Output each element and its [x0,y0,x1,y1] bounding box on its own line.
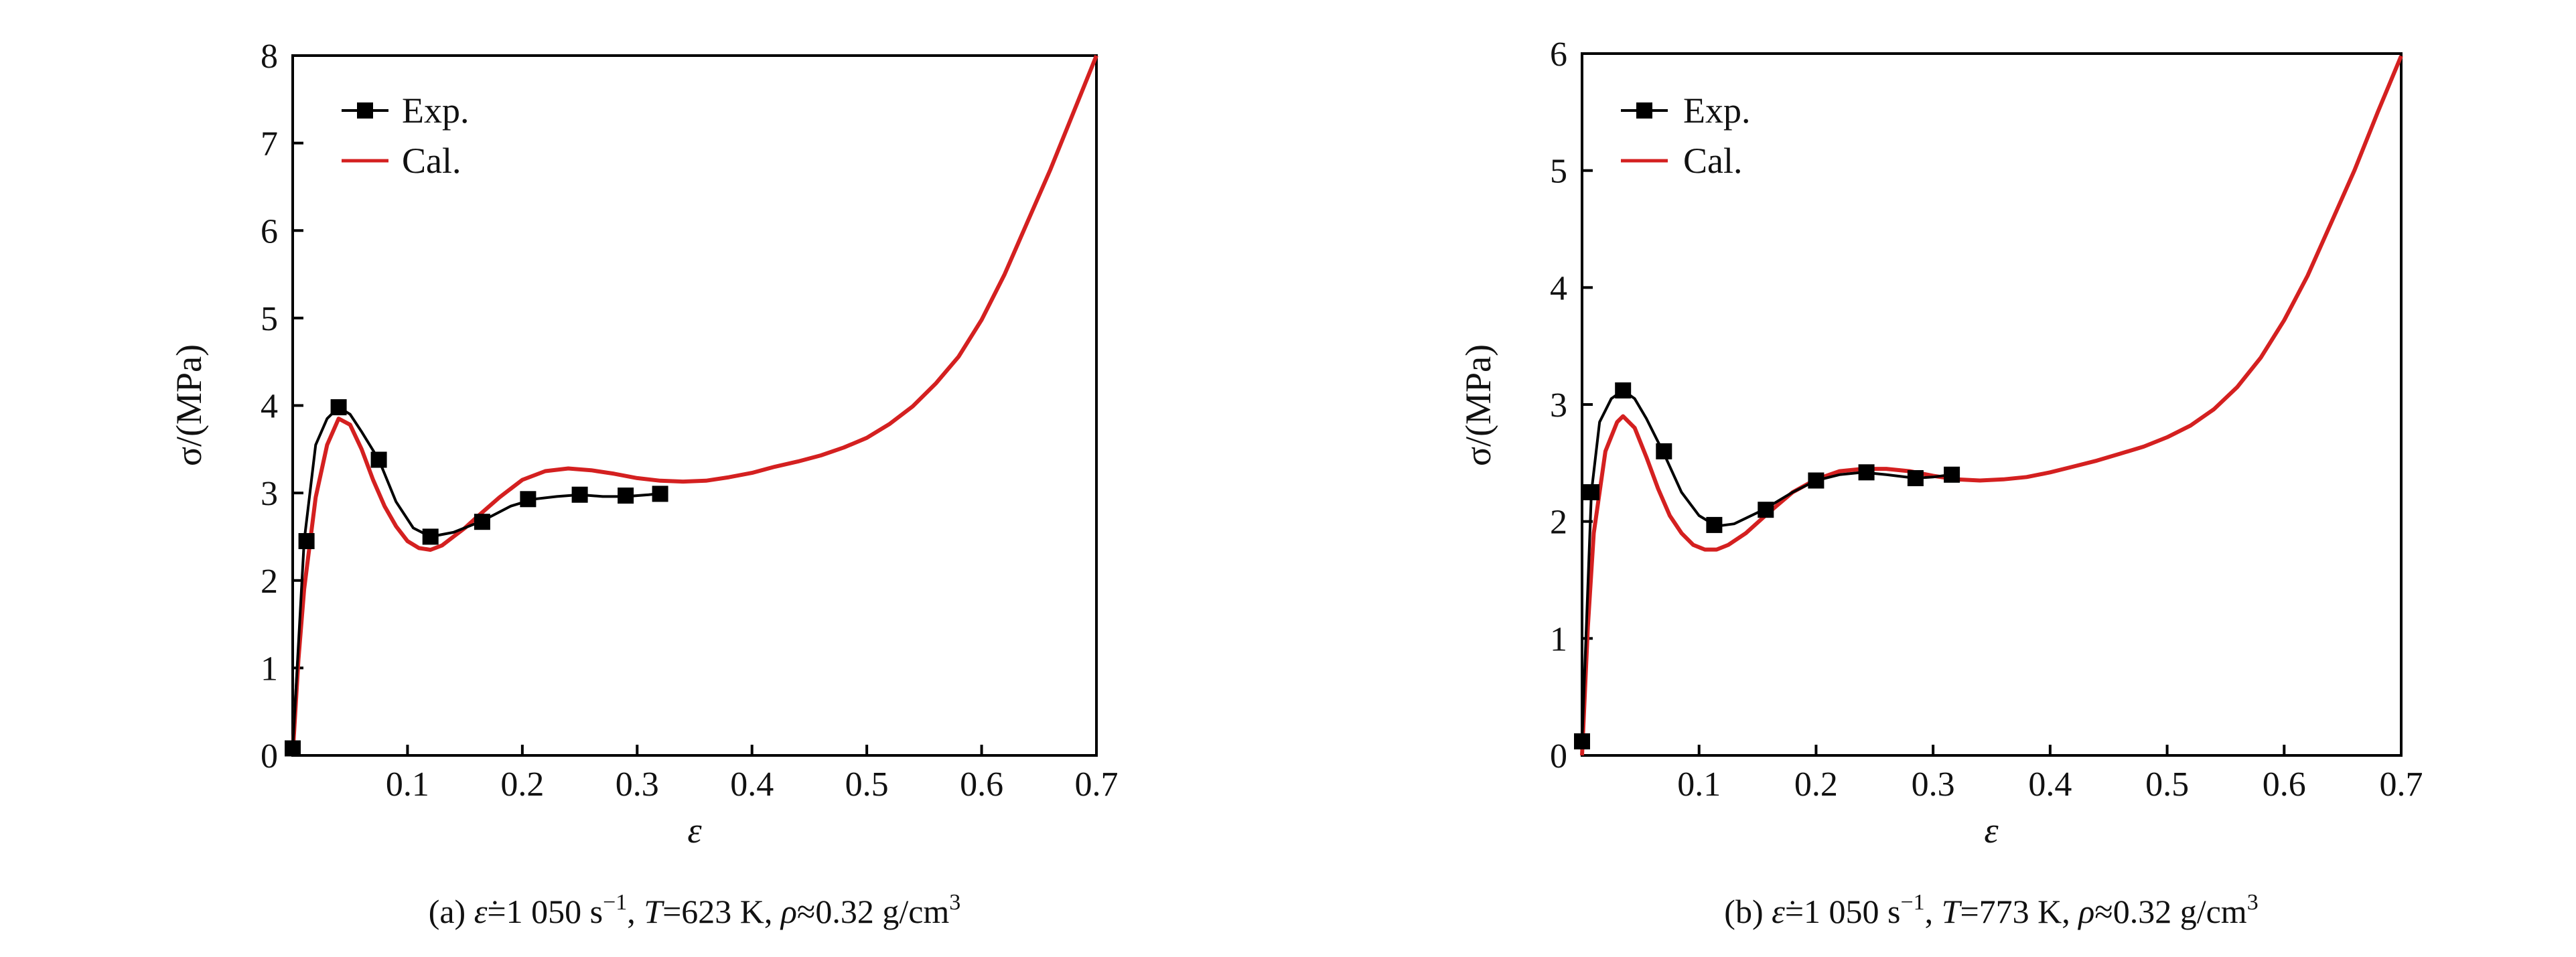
caption-a-dens-exp: 3 [949,890,960,915]
caption-b-sep: , [1925,893,1942,930]
caption-a-rate-exp: −1 [603,890,627,915]
axis-ticks-a: 0.1 0.2 0.3 0.4 0.5 0.6 0.7 0 1 2 3 4 5 6 7 8 [261,38,1119,804]
x-tick-label-a-5: 0.6 [960,765,1003,804]
exp-marker-b-9 [1944,466,1960,483]
x-tick-label-b-4: 0.5 [2145,765,2189,804]
x-tick-label-b-2: 0.3 [1912,765,1955,804]
exp-marker-a-6 [520,491,536,508]
caption-b-dens-value: ≈0.32 g/cm [2094,893,2247,930]
caption-b-rate-exp: −1 [1900,890,1924,915]
caption-b-dens-symbol: ρ [2077,893,2094,930]
legend-cal-label-a: Cal. [402,141,461,181]
series-exp-line-a [291,406,666,749]
y-tick-label-a-4: 4 [261,388,278,426]
y-axis-title-a: σ/(MPa) [169,344,209,466]
exp-marker-b-3 [1656,443,1672,459]
caption-a-sep: , [627,893,644,930]
chart-panel-b: 0.1 0.2 0.3 0.4 0.5 0.6 0.7 0 1 2 3 4 5 6 Exp. Cal. σ… [1458,35,2423,930]
legend-exp-label-b: Exp. [1683,90,1751,131]
legend-exp-label-a: Exp. [402,90,470,131]
y-tick-label-b-4: 4 [1550,269,1567,307]
exp-marker-a-5 [474,514,490,530]
caption-b-dens-exp: 3 [2247,890,2259,915]
x-tick-label-a-3: 0.4 [730,765,774,804]
exp-marker-b-2 [1615,382,1632,398]
y-tick-label-a-5: 5 [261,300,278,338]
x-tick-label-a-1: 0.2 [500,765,544,804]
legend-a: Exp. Cal. [342,90,470,181]
y-tick-label-a-2: 2 [261,563,278,601]
exp-marker-a-4 [422,528,439,545]
x-tick-label-a-6: 0.7 [1075,765,1119,804]
y-tick-label-a-6: 6 [261,212,278,250]
exp-marker-b-4 [1706,516,1723,533]
y-tick-label-b-6: 6 [1550,35,1567,74]
series-layer-a [285,54,1098,757]
series-exp-line-b [1581,389,1951,742]
y-axis-title-b: σ/(MPa) [1458,344,1498,466]
y-tick-label-a-1: 1 [261,650,278,688]
caption-b-rate-value: =1 050 s [1785,893,1901,930]
y-tick-label-b-5: 5 [1550,153,1567,191]
y-tick-label-b-1: 1 [1550,620,1567,658]
legend-exp-marker-a [357,102,373,119]
x-tick-label-b-3: 0.4 [2028,765,2072,804]
series-layer-b [1574,55,2403,756]
y-tick-label-b-0: 0 [1550,737,1567,776]
caption-a-prefix: (a) [429,893,474,930]
exp-marker-a-7 [571,486,588,503]
caption-b-temp-symbol: T [1942,893,1962,930]
axis-ticks-b: 0.1 0.2 0.3 0.4 0.5 0.6 0.7 0 1 2 3 4 5 6 [1550,35,2423,804]
x-tick-label-b-5: 0.6 [2263,765,2306,804]
legend-b: Exp. Cal. [1621,90,1751,181]
x-tick-label-a-4: 0.5 [845,765,889,804]
x-axis-title-a: ε [687,810,702,851]
exp-marker-b-0 [1574,733,1590,749]
x-tick-label-a-2: 0.3 [616,765,659,804]
exp-marker-a-0 [285,740,301,757]
exp-marker-a-2 [330,399,347,416]
exp-marker-b-5 [1758,502,1774,518]
y-tick-label-b-3: 3 [1550,386,1567,425]
legend-exp-marker-b [1636,102,1652,119]
caption-b: (b) ε̇=1 050 s−1, T=773 K, ρ≈0.32 g/cm3 [1724,890,2258,930]
exp-marker-b-7 [1858,464,1875,481]
series-cal-line-a [291,54,1098,756]
exp-marker-b-6 [1808,472,1824,489]
x-tick-label-a-0: 0.1 [386,765,429,804]
y-tick-label-a-8: 8 [261,38,278,76]
exp-marker-a-8 [618,488,634,504]
series-cal-line-b [1580,55,2403,756]
exp-marker-a-3 [370,451,387,468]
exp-marker-a-1 [298,533,315,549]
x-axis-title-b: ε [1984,810,1999,851]
x-tick-label-b-1: 0.2 [1794,765,1838,804]
caption-a-dens-symbol: ρ [780,893,797,930]
exp-marker-b-8 [1907,470,1924,486]
caption-b-temp-value: =773 K, [1960,893,2078,930]
caption-a-temp-symbol: T [644,893,664,930]
caption-a: (a) ε̇=1 050 s−1, T=623 K, ρ≈0.32 g/cm3 [429,890,961,930]
x-tick-label-b-6: 0.7 [2380,765,2423,804]
y-tick-label-a-3: 3 [261,475,278,513]
caption-a-dens-value: ≈0.32 g/cm [797,893,950,930]
exp-marker-b-1 [1583,484,1599,500]
y-tick-label-a-7: 7 [261,125,278,163]
chart-panel-a: 0.1 0.2 0.3 0.4 0.5 0.6 0.7 0 1 2 3 4 5 6 7 8 Exp. Cal.… [169,38,1119,930]
y-tick-label-a-0: 0 [261,737,278,776]
caption-a-temp-value: =623 K, [662,893,781,930]
y-tick-label-b-2: 2 [1550,504,1567,542]
exp-marker-a-9 [652,486,668,502]
caption-b-prefix: (b) [1724,893,1772,930]
caption-a-rate-value: =1 050 s [487,893,603,930]
x-tick-label-b-0: 0.1 [1677,765,1721,804]
legend-cal-label-b: Cal. [1683,141,1743,181]
